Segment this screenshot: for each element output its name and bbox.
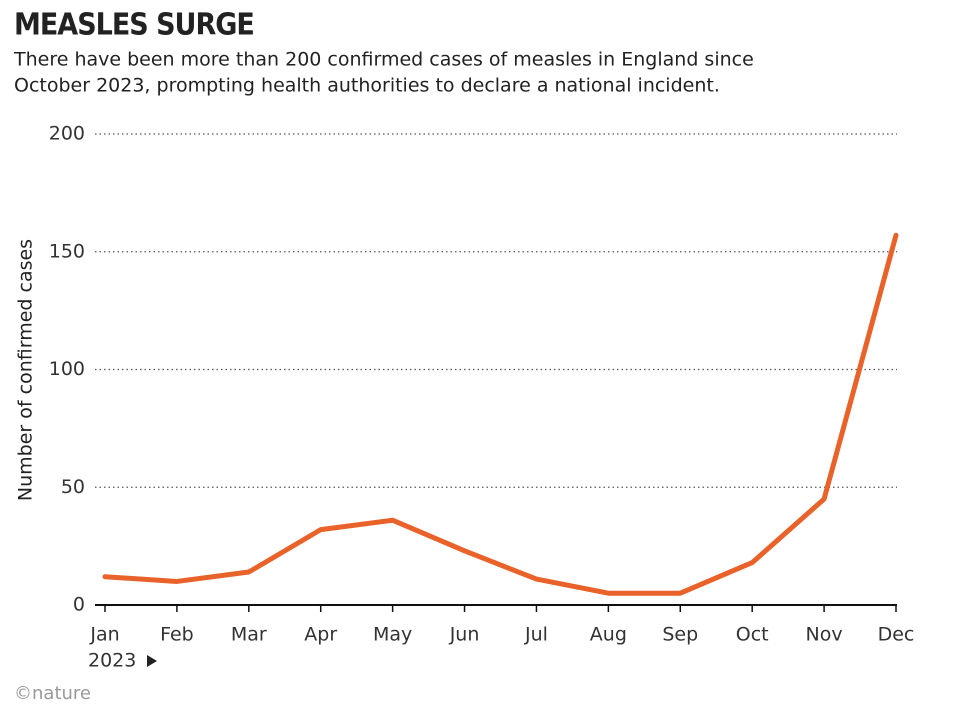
x-tick-label: Jun bbox=[449, 624, 480, 646]
x-tick-label: Mar bbox=[231, 624, 267, 646]
x-tick-label: Feb bbox=[160, 624, 194, 646]
y-axis-label: Number of confirmed cases bbox=[15, 239, 37, 501]
source: ©nature bbox=[14, 683, 91, 704]
year-arrow bbox=[147, 655, 157, 667]
x-tick-label: Apr bbox=[304, 624, 337, 646]
subtitle: October 2023, prompting health authoriti… bbox=[14, 75, 720, 97]
y-tick-label: 150 bbox=[49, 240, 85, 262]
y-tick-label: 50 bbox=[61, 476, 85, 498]
y-tick-label: 0 bbox=[73, 594, 85, 616]
y-tick-label: 200 bbox=[49, 123, 85, 145]
x-tick-label: Jul bbox=[524, 624, 548, 646]
subtitle: There have been more than 200 confirmed … bbox=[13, 49, 754, 71]
chart-title: MEASLES SURGE bbox=[14, 8, 254, 43]
x-tick-label: Oct bbox=[736, 624, 769, 646]
x-tick-label: Jan bbox=[89, 624, 119, 646]
x-tick-label: Dec bbox=[878, 624, 915, 646]
year-label: 2023 bbox=[88, 650, 136, 672]
x-tick-label: Aug bbox=[590, 624, 627, 646]
x-tick-label: May bbox=[373, 624, 412, 646]
data-line bbox=[102, 232, 899, 596]
y-tick-label: 100 bbox=[49, 358, 85, 380]
x-tick-label: Nov bbox=[806, 624, 843, 646]
x-tick-label: Sep bbox=[662, 624, 698, 646]
